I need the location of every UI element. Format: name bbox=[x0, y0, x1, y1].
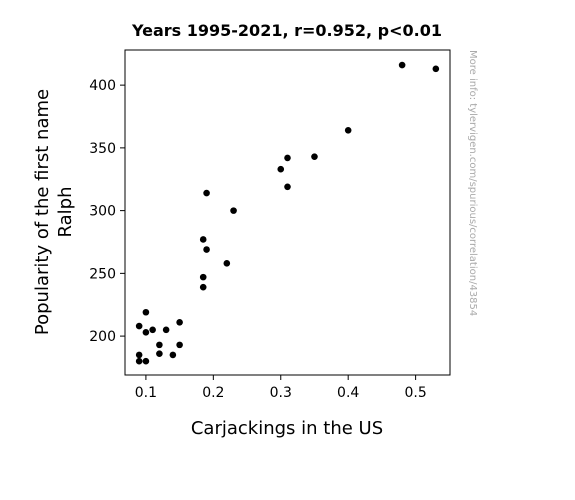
y-axis: 200 250 300 350 400 bbox=[89, 78, 125, 345]
data-point bbox=[135, 351, 143, 359]
x-axis-label: Carjackings in the US bbox=[191, 418, 383, 439]
data-point bbox=[398, 61, 406, 69]
data-point bbox=[223, 260, 231, 267]
chart-title: Years 1995-2021, r=0.952, p<0.01 bbox=[131, 21, 442, 40]
data-point bbox=[176, 318, 183, 326]
watermark-source-note: More info: tylervigen.com/spurious/corre… bbox=[467, 50, 478, 316]
data-point bbox=[162, 326, 170, 334]
y-tick-label: 200 bbox=[89, 329, 116, 345]
data-point bbox=[311, 153, 318, 160]
data-point bbox=[149, 326, 156, 334]
data-point bbox=[199, 273, 207, 281]
data-point bbox=[199, 283, 207, 291]
y-axis-label-line-1: Popularity of the first name bbox=[32, 89, 53, 335]
data-point bbox=[142, 308, 150, 316]
data-point bbox=[203, 189, 210, 197]
data-point bbox=[344, 127, 352, 134]
data-point bbox=[142, 357, 150, 365]
data-point bbox=[203, 246, 210, 253]
data-point bbox=[199, 236, 207, 243]
x-axis: 0.1 0.2 0.3 0.4 0.5 bbox=[135, 375, 427, 401]
data-point bbox=[284, 154, 291, 162]
data-point bbox=[176, 341, 183, 349]
x-tick-label: 0.1 bbox=[135, 385, 157, 401]
y-axis-label-line-2: Ralph bbox=[55, 187, 76, 238]
data-point bbox=[156, 341, 163, 349]
y-tick-label: 300 bbox=[89, 204, 116, 220]
data-point bbox=[135, 357, 143, 365]
data-point bbox=[169, 351, 177, 359]
x-tick-label: 0.2 bbox=[202, 385, 224, 401]
data-point bbox=[432, 65, 440, 73]
data-point bbox=[284, 183, 291, 191]
data-point bbox=[135, 322, 143, 330]
y-tick-label: 250 bbox=[89, 266, 116, 282]
data-points bbox=[135, 61, 440, 365]
x-tick-label: 0.5 bbox=[404, 385, 426, 401]
data-point bbox=[142, 329, 150, 336]
x-tick-label: 0.4 bbox=[337, 385, 359, 401]
data-point bbox=[156, 350, 163, 357]
data-point bbox=[230, 207, 237, 214]
x-tick-label: 0.3 bbox=[270, 385, 292, 401]
plot-area-frame bbox=[124, 49, 451, 376]
data-point bbox=[277, 165, 285, 173]
y-tick-label: 350 bbox=[89, 141, 116, 157]
y-tick-label: 400 bbox=[89, 78, 116, 94]
